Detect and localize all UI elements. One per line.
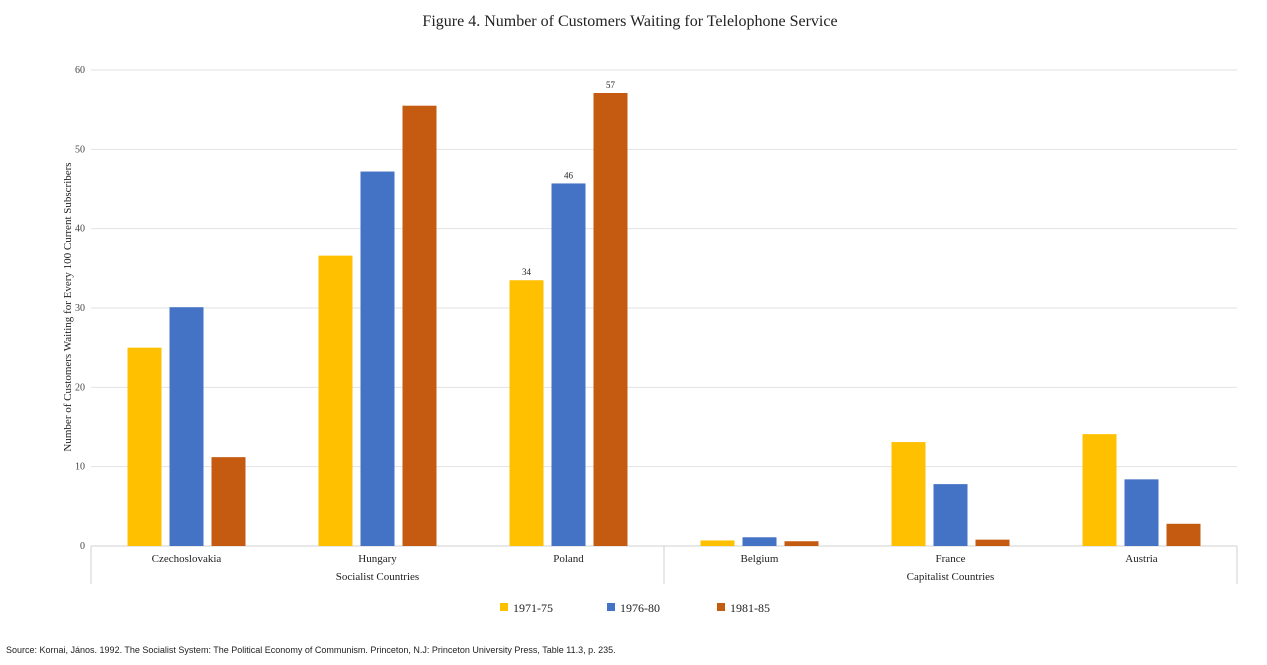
data-label: 34 — [522, 267, 532, 277]
data-label: 46 — [564, 170, 574, 180]
x-tick-label: Austria — [1125, 553, 1158, 565]
legend-label: 1971-75 — [513, 601, 553, 615]
legend-swatch — [500, 603, 508, 611]
y-tick-label: 40 — [75, 224, 85, 235]
bar — [402, 105, 437, 546]
data-label: 57 — [606, 80, 616, 90]
group-label: Capitalist Countries — [907, 571, 995, 583]
bar — [1124, 479, 1159, 546]
y-tick-label: 60 — [75, 65, 85, 76]
x-axis: Czechoslovakia Hungary Poland Belgium France… — [90, 546, 1238, 584]
x-tick-label: Hungary — [358, 553, 397, 565]
legend-swatch — [717, 603, 725, 611]
chart-title: Figure 4. Number of Customers Waiting fo… — [422, 13, 837, 30]
y-axis-label: Number of Customers Waiting for Every 10… — [62, 162, 74, 451]
bar — [593, 93, 628, 547]
bars — [127, 93, 1201, 547]
x-tick-label: France — [936, 553, 966, 565]
y-tick-label: 30 — [75, 303, 85, 314]
bar — [509, 280, 544, 546]
bar — [933, 484, 968, 546]
bar — [211, 457, 246, 546]
bar — [360, 171, 395, 546]
y-tick-label: 20 — [75, 382, 85, 393]
bar — [784, 541, 819, 546]
bar — [1166, 523, 1201, 546]
legend-swatch — [607, 603, 615, 611]
x-tick-label: Poland — [553, 553, 584, 565]
y-tick-label: 50 — [75, 144, 85, 155]
bar — [975, 539, 1010, 546]
y-axis-ticks: 0 10 20 30 40 50 60 — [75, 65, 85, 552]
bar — [742, 537, 777, 546]
bar — [700, 540, 735, 546]
legend-label: 1976-80 — [620, 601, 660, 615]
y-tick-label: 10 — [75, 462, 85, 473]
y-tick-label: 0 — [80, 541, 85, 552]
x-tick-label: Belgium — [741, 553, 779, 565]
bar — [1082, 434, 1117, 546]
legend-label: 1981-85 — [730, 601, 770, 615]
group-label: Socialist Countries — [336, 571, 419, 583]
bar — [169, 307, 204, 546]
data-labels: 34 46 57 — [522, 80, 616, 277]
bar — [127, 347, 162, 546]
source-note: Source: Kornai, János. 1992. The Sociali… — [6, 645, 616, 655]
bar — [318, 255, 353, 546]
x-tick-label: Czechoslovakia — [152, 553, 222, 565]
gridlines — [91, 69, 1237, 547]
bar — [551, 183, 586, 547]
bar — [891, 442, 926, 546]
legend: 1971-75 1976-80 1981-85 — [500, 601, 770, 615]
bar-chart: Figure 4. Number of Customers Waiting fo… — [62, 13, 1238, 615]
